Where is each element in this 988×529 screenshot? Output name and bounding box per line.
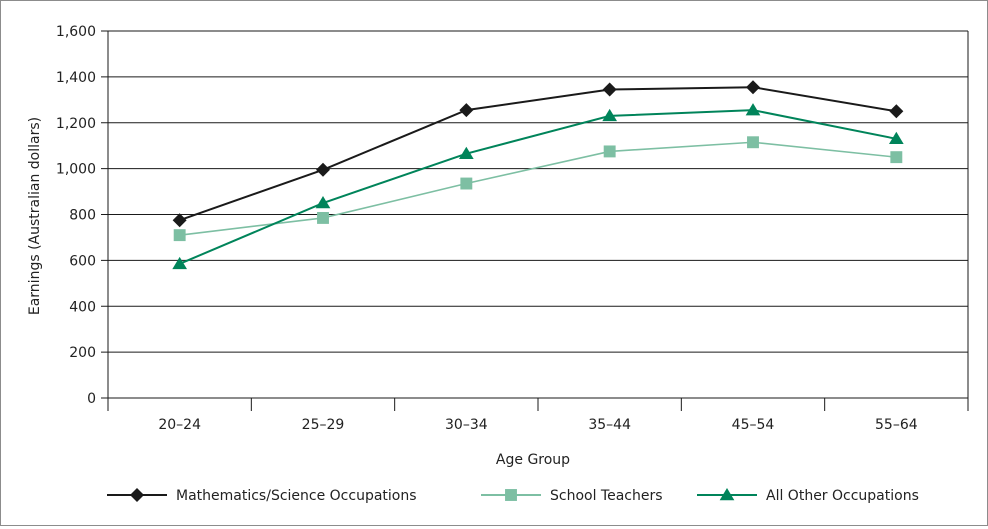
square-marker <box>505 489 517 501</box>
legend-label: School Teachers <box>550 488 663 504</box>
y-tick-label: 400 <box>69 299 96 315</box>
series-square <box>173 136 903 242</box>
y-tick-label: 1,400 <box>56 70 96 86</box>
legend-item: School Teachers <box>481 488 663 504</box>
x-tick-label: 35–44 <box>588 417 631 433</box>
triangle-marker <box>458 146 474 159</box>
x-tick-label: 25–29 <box>302 417 345 433</box>
axes <box>101 31 969 399</box>
triangle-marker <box>172 256 188 270</box>
diamond-marker <box>602 82 617 97</box>
y-axis-ticks: 0 200 400 600 800 1,000 1,200 1,400 1,600 <box>56 24 108 407</box>
series-group <box>172 80 904 270</box>
legend-item: All Other Occupations <box>697 488 919 504</box>
y-tick-label: 0 <box>87 391 96 407</box>
x-tick-label: 20–24 <box>158 417 201 433</box>
legend-label: All Other Occupations <box>766 488 919 504</box>
x-axis-ticks: 20–24 25–29 30–34 35–44 45–54 55–64 <box>107 398 969 433</box>
triangle-marker <box>745 103 761 116</box>
triangle-marker <box>315 196 331 209</box>
legend-item: Mathematics/Science Occupations <box>107 488 417 504</box>
x-tick-label: 30–34 <box>445 417 488 433</box>
gridlines <box>108 30 968 353</box>
square-marker <box>173 229 186 242</box>
series-line <box>179 141 897 236</box>
y-tick-label: 1,200 <box>56 116 96 132</box>
y-tick-label: 200 <box>69 345 96 361</box>
series-line <box>179 109 897 265</box>
diamond-marker <box>889 104 904 119</box>
square-marker <box>317 211 329 224</box>
legend: Mathematics/Science Occupations School Te… <box>107 488 919 504</box>
y-tick-label: 600 <box>69 253 96 269</box>
y-tick-label: 1,000 <box>56 162 96 178</box>
legend-label: Mathematics/Science Occupations <box>176 488 417 504</box>
square-marker <box>460 177 473 190</box>
triangle-marker <box>888 131 904 145</box>
x-tick-label: 55–64 <box>875 417 918 433</box>
series-line <box>179 86 897 222</box>
series-diamond <box>172 80 904 228</box>
diamond-marker <box>172 213 187 228</box>
y-axis-title: Earnings (Australian dollars) <box>27 117 43 315</box>
diamond-marker <box>130 488 144 502</box>
diamond-marker <box>746 80 760 95</box>
y-tick-label: 1,600 <box>56 24 96 40</box>
x-tick-label: 45–54 <box>732 417 775 433</box>
diamond-marker <box>316 162 330 177</box>
square-marker <box>747 136 759 149</box>
square-marker <box>603 145 616 158</box>
x-axis-title: Age Group <box>496 452 570 468</box>
diamond-marker <box>459 103 474 118</box>
series-triangle <box>172 103 904 270</box>
square-marker <box>890 151 903 164</box>
triangle-marker <box>602 108 618 122</box>
triangle-marker <box>719 488 735 501</box>
y-tick-label: 800 <box>69 208 96 224</box>
